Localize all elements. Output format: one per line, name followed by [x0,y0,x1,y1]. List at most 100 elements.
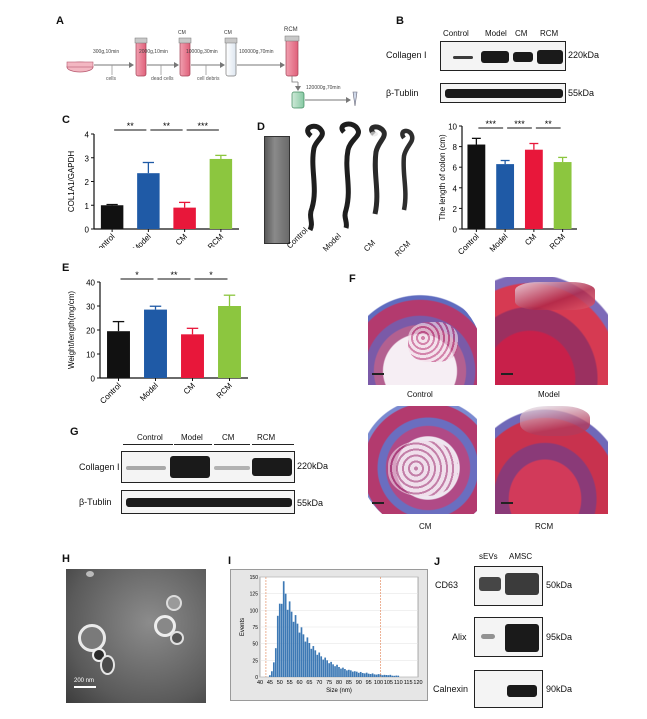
blot-g-size-220: 220kDa [297,461,329,471]
histogram-bar [367,673,370,677]
tube-rcm-label: RCM [284,27,298,33]
histogram-bar [338,667,340,677]
histogram-bar [375,674,378,677]
y-axis-label: The length of colon (cm) [438,134,447,221]
tube-cm-label-2: CM [224,30,232,36]
colon-control [305,123,325,232]
significance-mark: ** [127,121,135,131]
histogram-bar [308,643,311,677]
panel-label-i: I [228,555,232,567]
bar-cm [181,334,204,378]
scale-bar [74,686,96,688]
x-tick-label: 95 [366,680,372,686]
histogram-bar [318,652,321,677]
significance-mark: *** [485,119,496,129]
y-tick-label: 30 [86,303,95,312]
x-tick-label: 40 [257,680,263,686]
x-tick-label: 70 [316,680,322,686]
blot-b-lane-cm: CM [515,29,528,38]
y-tick-label: 4 [85,131,90,140]
blot-b-tubulin [440,83,566,103]
histogram-bar [274,648,277,677]
x-tick-label: RCM [206,232,225,248]
bar-model [144,309,167,378]
bar-rcm [218,306,241,378]
blot-g-group-rcm: RCM [257,433,276,442]
y-tick-label: 4 [453,184,458,193]
significance-mark: *** [514,119,525,129]
histogram-bar [296,623,299,677]
histology-caption-cm: CM [419,522,432,531]
histogram-bar [314,650,317,677]
x-tick-label: 110 [394,680,403,686]
blot-j-lane-sevs: sEVs [479,552,498,561]
y-tick-label: 10 [86,351,95,360]
tube-icon [179,41,191,77]
histogram-bar [381,675,384,677]
y-tick-label: 1 [85,202,90,211]
histogram-bar [353,671,356,677]
x-tick-label: Control [456,232,481,257]
histogram-bar [359,671,362,677]
x-tick-label: Model [488,232,510,254]
significance-mark: *** [197,121,208,131]
blot-b-size-220: 220kDa [568,50,600,60]
tem-micrograph: 200 nm [66,569,206,703]
histogram-bar [348,669,350,677]
histogram-bar [379,674,382,677]
chart-size-distribution: 0 25 50 75 100 125 150 40 45 50 55 60 65 70 75 80 85 90 95… [240,575,423,694]
x-tick-label: 80 [336,680,342,686]
histogram-bar [344,669,346,677]
histogram-bar [391,675,394,677]
blot-j-size-50: 50kDa [546,580,573,590]
histogram-bar [355,671,358,677]
step-1-label: 300g,10min [93,49,120,55]
x-tick-label: 65 [306,680,312,686]
histogram-bar [350,670,352,677]
histogram-bar [298,632,301,677]
ruler-photo [264,136,290,244]
histogram-bar [334,666,336,677]
step-4-label: 100000g,70min [239,49,274,55]
step-3-label: 10000g,30min [186,49,218,55]
centrifugation-diagram [66,35,358,109]
x-tick-label: 55 [287,680,293,686]
x-tick-label: CM [174,232,189,247]
y-tick-label: 25 [252,658,258,664]
bar-cm [173,207,196,229]
x-tick-label: 115 [404,680,413,686]
x-tick-label: Control [98,381,123,406]
histology-control [368,277,477,385]
significance-mark: * [135,270,139,280]
y-axis-label: Weight/length(mg/cm) [67,291,76,369]
histogram-bar [312,646,315,677]
histogram-bar [302,634,305,677]
blot-g-tubulin [121,490,295,514]
step-5-label: 120000g,70min [306,85,341,91]
histology-caption-model: Model [538,390,560,399]
histology-cm [368,406,477,514]
histogram-bar [387,675,390,677]
panel-label-b: B [396,15,404,27]
chart-weight-length: 0 10 20 30 40 Weight/length(mg/cm) Control Mode… [67,270,248,406]
histogram-bar [288,601,291,677]
x-tick-label: CM [182,381,197,396]
histogram-bar [282,581,285,677]
vesicle [166,595,182,611]
blot-j-row-alix: Alix [452,632,467,642]
bar-cm [524,149,543,229]
histogram-bar [346,670,348,677]
blot-j-row-calnexin: Calnexin [433,684,469,694]
histogram-bar [269,675,271,677]
y-axis-label: COL1A1/GAPDH [67,151,76,213]
blot-b-row-collagen: Collagen I [386,50,427,60]
histogram-bar [373,674,376,677]
vesicle [154,615,176,637]
y-tick-label: 150 [250,575,259,581]
histogram-bar [383,674,386,677]
removed-cells-label: cells [106,76,117,82]
scale-bar-label: 200 nm [74,678,95,684]
significance-mark: ** [163,121,171,131]
bar-model [496,164,515,229]
vesicle [100,655,115,675]
